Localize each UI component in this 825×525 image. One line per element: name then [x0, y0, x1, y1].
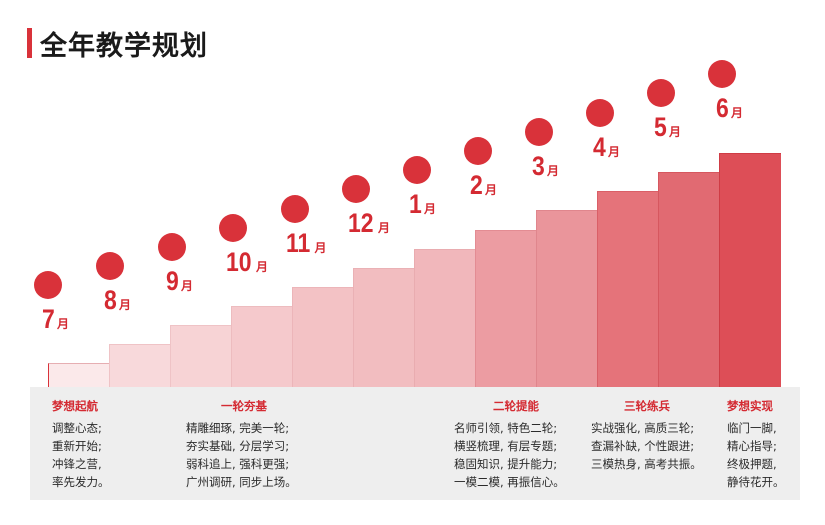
- month-unit: 月: [547, 164, 560, 178]
- phase-line: 临门一脚,: [727, 421, 777, 435]
- phase-line: 稳固知识, 提升能力;: [454, 457, 558, 471]
- month-dot-icon: [158, 233, 186, 261]
- phase-title-dream-start: 梦想起航: [52, 399, 98, 413]
- page-title: 全年教学规划: [40, 31, 208, 62]
- stair-step-month-9: [170, 325, 231, 387]
- phase-title-round-two: 二轮提能: [493, 399, 539, 413]
- month-unit: 月: [314, 241, 327, 255]
- phase-line: 夯实基础, 分层学习;: [186, 439, 290, 453]
- phase-line: 率先发力。: [52, 475, 110, 489]
- month-number: 8: [104, 285, 117, 315]
- stair-step-month-3: [536, 210, 597, 387]
- month-dot-icon: [342, 175, 370, 203]
- month-unit: 月: [424, 202, 437, 216]
- phase-line: 调整心态;: [52, 421, 102, 435]
- month-dot-icon: [647, 79, 675, 107]
- stair-step-month-1: [414, 249, 475, 387]
- phase-line: 终极押题,: [727, 457, 777, 471]
- month-number: 3: [532, 151, 545, 181]
- month-unit: 月: [57, 317, 70, 331]
- stair-step-month-11: [292, 287, 353, 387]
- month-unit: 月: [485, 183, 498, 197]
- phase-line: 广州调研, 同步上场。: [186, 475, 297, 489]
- month-dot-icon: [219, 214, 247, 242]
- phase-line: 静待花开。: [727, 475, 785, 489]
- month-unit: 月: [731, 106, 744, 120]
- month-unit: 月: [119, 298, 132, 312]
- month-dot-icon: [34, 271, 62, 299]
- month-number: 9: [166, 266, 179, 296]
- month-number: 10: [226, 247, 252, 277]
- month-unit: 月: [608, 145, 621, 159]
- phase-line: 冲锋之营,: [52, 457, 102, 471]
- month-number: 1: [409, 189, 422, 219]
- stair-step-month-7: [48, 363, 109, 387]
- phase-line: 查漏补缺, 个性跟进;: [591, 439, 695, 453]
- month-dot-icon: [464, 137, 492, 165]
- title-accent-bar: [27, 28, 32, 58]
- month-unit: 月: [378, 221, 391, 235]
- phase-line: 名师引领, 特色二轮;: [454, 421, 558, 435]
- stair-step-month-12: [353, 268, 414, 387]
- stair-step-month-5: [658, 172, 719, 387]
- month-dot-icon: [281, 195, 309, 223]
- phase-title-round-three: 三轮练兵: [624, 399, 670, 413]
- month-unit: 月: [256, 260, 269, 274]
- phase-line: 一模二模, 再振信心。: [454, 475, 565, 489]
- phase-title-dream-achieved: 梦想实现: [727, 399, 773, 413]
- phase-line: 横竖梳理, 有层专题;: [454, 439, 558, 453]
- stair-step-month-10: [231, 306, 292, 387]
- stair-step-month-6: [719, 153, 781, 387]
- phase-line: 三模热身, 高考共振。: [591, 457, 702, 471]
- month-number: 4: [593, 132, 606, 162]
- stair-step-month-8: [109, 344, 170, 387]
- month-dot-icon: [96, 252, 124, 280]
- month-dot-icon: [403, 156, 431, 184]
- month-label: 12 月: [348, 210, 390, 237]
- phase-line: 实战强化, 高质三轮;: [591, 421, 695, 435]
- month-label: 11 月: [286, 230, 327, 257]
- phase-line: 重新开始;: [52, 439, 102, 453]
- month-number: 5: [654, 112, 667, 142]
- month-unit: 月: [669, 125, 682, 139]
- month-dot-icon: [586, 99, 614, 127]
- month-dot-icon: [525, 118, 553, 146]
- month-number: 7: [42, 304, 55, 334]
- phase-line: 精雕细琢, 完美一轮;: [186, 421, 290, 435]
- phase-band: [30, 387, 800, 500]
- month-unit: 月: [181, 279, 194, 293]
- phase-title-round-one: 一轮夯基: [221, 399, 267, 413]
- stair-step-month-4: [597, 191, 658, 387]
- phase-line: 弱科追上, 强科更强;: [186, 457, 290, 471]
- month-dot-icon: [708, 60, 736, 88]
- stair-step-month-2: [475, 230, 536, 387]
- month-label: 10 月: [226, 249, 268, 276]
- phase-line: 精心指导;: [727, 439, 777, 453]
- month-number: 2: [470, 170, 483, 200]
- month-number: 12: [348, 208, 374, 238]
- month-number: 11: [286, 228, 311, 258]
- month-number: 6: [716, 93, 729, 123]
